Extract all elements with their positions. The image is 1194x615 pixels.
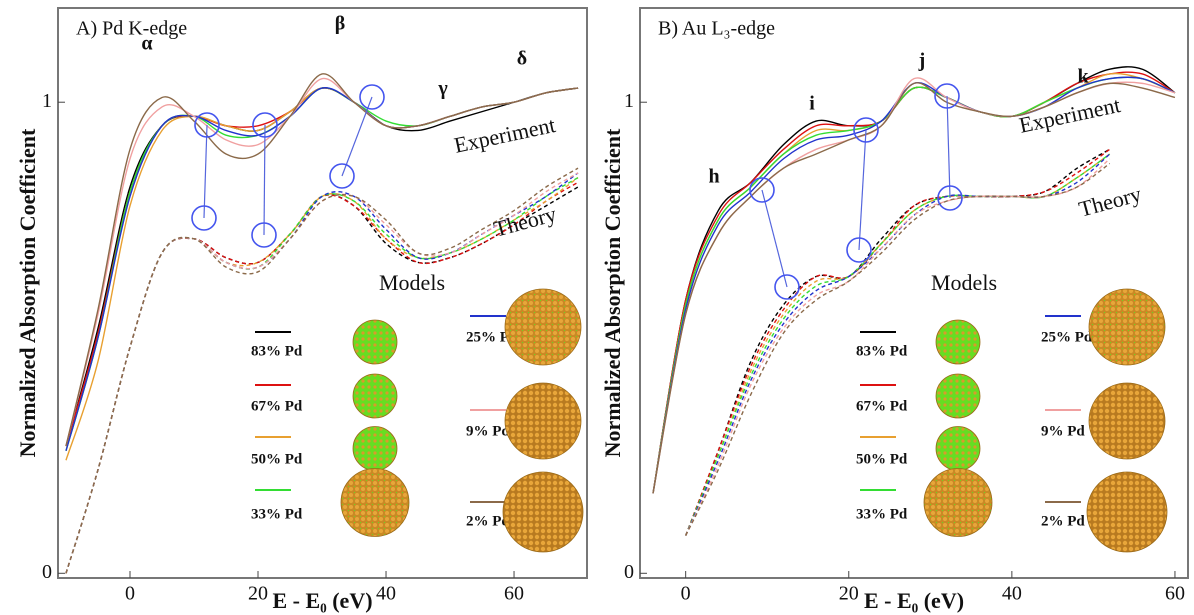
legend-title: Models [379, 270, 445, 295]
legend-label: 25% Pd [1041, 329, 1093, 345]
legend-label: 9% Pd [466, 423, 510, 439]
particle-model [504, 288, 582, 366]
highlight-circle [774, 274, 800, 300]
highlight-circle [937, 185, 963, 211]
panel-title: A) Pd K-edge [76, 18, 187, 40]
particle-model [1086, 471, 1168, 553]
y-tick-label: 0 [624, 561, 634, 583]
x-tick-label: 0 [125, 583, 135, 605]
particle-model [352, 426, 398, 471]
legend-label: 9% Pd [1041, 423, 1085, 439]
particle-model [352, 319, 398, 365]
x-tick-label: 20 [839, 583, 859, 605]
highlight-circle [252, 112, 278, 138]
peak-label: h [708, 166, 719, 188]
y-tick-label: 1 [624, 90, 634, 112]
legend-label: 2% Pd [466, 513, 510, 529]
legend-label: 83% Pd [856, 343, 908, 359]
particle-model [504, 382, 582, 460]
highlight-circle [934, 83, 960, 109]
experiment-line [652, 76, 1176, 494]
particle-model [1088, 288, 1166, 366]
particle-model [935, 426, 981, 471]
connector [761, 189, 788, 288]
highlight-circle [359, 84, 385, 110]
particle-model [1088, 382, 1166, 460]
plot-area [652, 66, 1176, 536]
connector [341, 96, 373, 177]
x-tick-label: 60 [504, 583, 524, 605]
theory-line [65, 167, 579, 574]
peak-label: j [918, 50, 926, 72]
connector [946, 95, 951, 199]
legend-label: 33% Pd [251, 506, 303, 522]
particle-model [935, 373, 981, 419]
highlight-circle [749, 177, 775, 203]
peak-label: α [141, 33, 152, 55]
theory-line [685, 162, 1111, 536]
particle-model [935, 319, 981, 365]
y-tick-label: 0 [42, 561, 52, 583]
connector [203, 124, 208, 219]
y-axis-label: Normalized Absorption Coefficient [15, 128, 40, 457]
panel-title: B) Au L₃-edge [658, 18, 775, 40]
experiment-label: Experiment [1017, 92, 1123, 138]
highlight-circle [329, 163, 355, 189]
theory-line [685, 148, 1111, 536]
plot-area [65, 73, 579, 574]
experiment-line [652, 82, 1176, 494]
legend-label: 67% Pd [251, 398, 303, 414]
peak-label: i [809, 93, 815, 115]
x-tick-label: 40 [376, 583, 396, 605]
legend-label: 50% Pd [251, 451, 303, 467]
highlight-circle [853, 117, 879, 143]
x-axis-label: E - E₀ (eV) [864, 588, 964, 613]
peak-label: k [1077, 66, 1089, 88]
particle-model [502, 471, 584, 553]
theory-line [685, 148, 1111, 536]
particle-model [352, 373, 398, 419]
x-tick-label: 20 [248, 583, 268, 605]
experiment-line [65, 73, 579, 447]
theory-line [685, 158, 1111, 536]
legend-label: 67% Pd [856, 398, 908, 414]
highlight-circle [251, 222, 277, 248]
highlight-circle [194, 112, 220, 138]
highlight-circle [191, 205, 217, 231]
particle-model [340, 468, 410, 537]
x-axis-label: E - E₀ (eV) [272, 588, 372, 613]
peak-label: γ [437, 78, 448, 100]
peak-label: δ [517, 48, 527, 70]
highlight-circle [846, 237, 872, 263]
x-tick-label: 40 [1002, 583, 1022, 605]
plot-frame [57, 7, 588, 579]
legend-label: 83% Pd [251, 343, 303, 359]
legend-label: 50% Pd [856, 451, 908, 467]
legend-label: 2% Pd [1041, 513, 1085, 529]
y-tick-label: 1 [42, 90, 52, 112]
x-tick-label: 60 [1165, 583, 1185, 605]
y-axis-label: Normalized Absorption Coefficient [600, 128, 625, 457]
particle-model [923, 468, 993, 537]
experiment-label: Experiment [452, 112, 558, 158]
connector [858, 129, 867, 251]
legend-label: 33% Pd [856, 506, 908, 522]
connector [263, 124, 266, 236]
x-tick-label: 0 [681, 583, 691, 605]
theory-label: Theory [1076, 181, 1144, 222]
legend-title: Models [931, 270, 997, 295]
plot-frame [639, 7, 1189, 579]
legend-label: 25% Pd [466, 329, 518, 345]
peak-label: β [335, 13, 346, 35]
